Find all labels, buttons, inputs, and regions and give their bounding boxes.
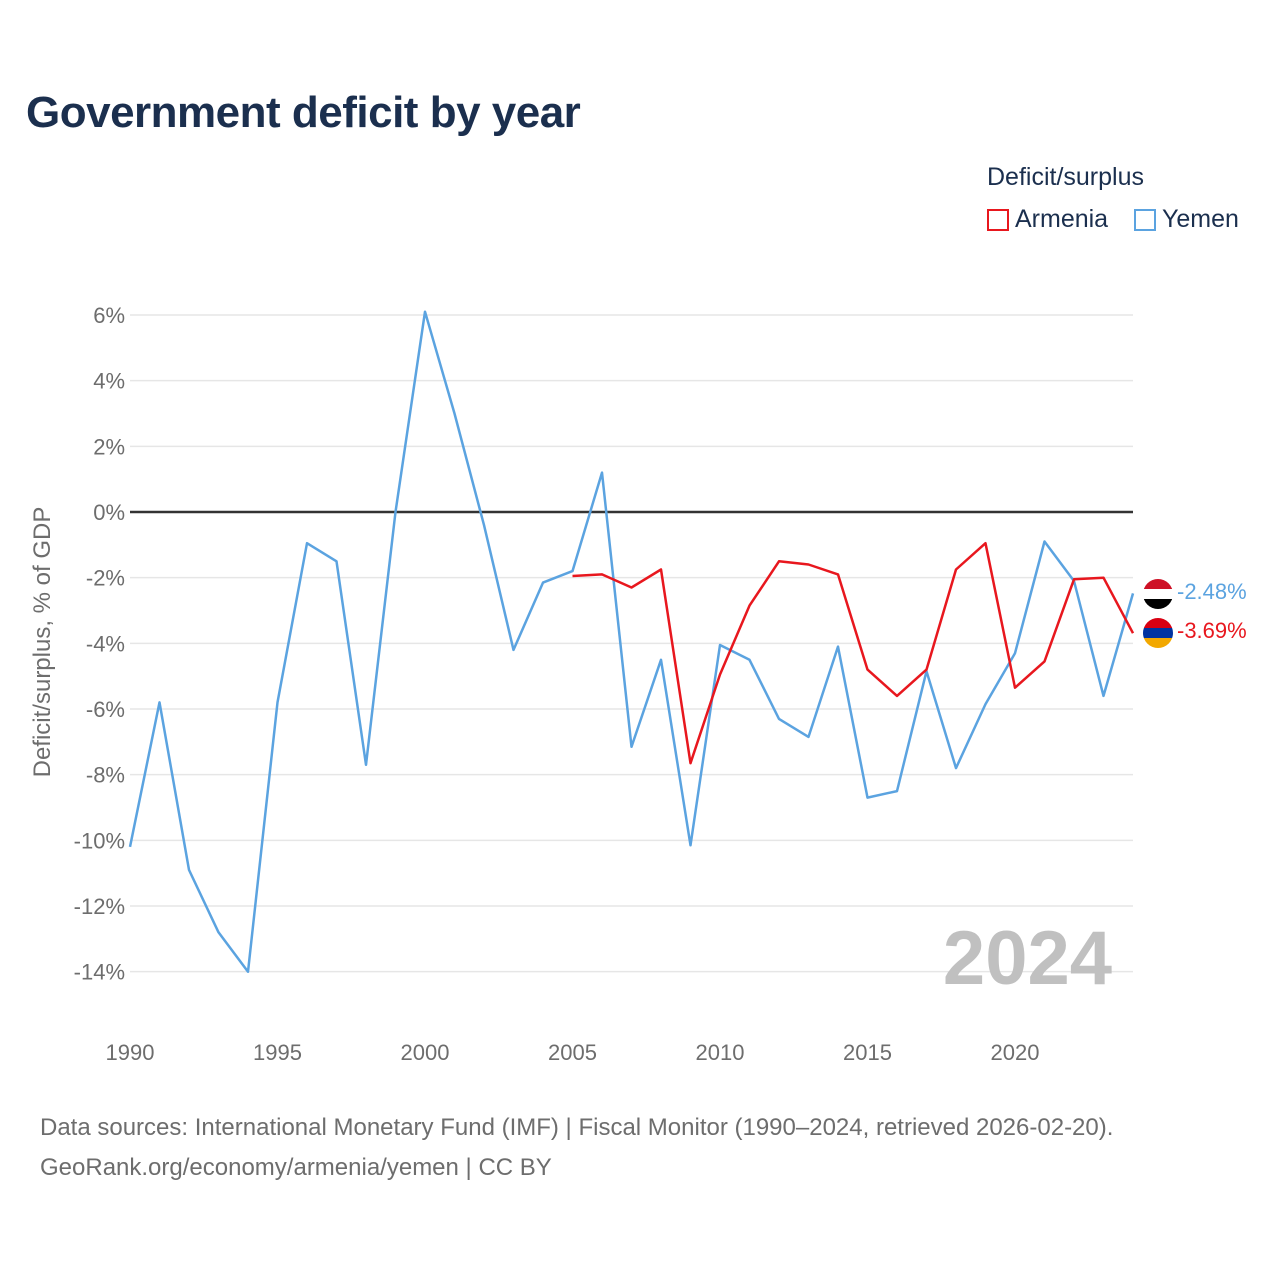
series-line-yemen xyxy=(128,310,1135,973)
data-point-armenia xyxy=(688,760,694,766)
data-point-yemen xyxy=(1130,590,1136,596)
data-point-armenia xyxy=(806,562,812,568)
data-point-armenia xyxy=(983,540,989,546)
data-point-yemen xyxy=(776,716,782,722)
data-point-yemen xyxy=(894,788,900,794)
data-point-yemen xyxy=(983,701,989,707)
data-point-armenia xyxy=(894,693,900,699)
armenia-flag-icon xyxy=(1143,618,1173,648)
data-point-yemen xyxy=(186,867,192,873)
end-markers: -2.48% -3.69% xyxy=(1143,579,1247,648)
y-tick-label: -6% xyxy=(86,697,125,722)
data-point-armenia xyxy=(629,585,635,591)
data-point-yemen xyxy=(422,309,428,315)
data-point-yemen xyxy=(452,411,458,417)
data-point-yemen xyxy=(216,929,222,935)
data-point-yemen xyxy=(865,795,871,801)
grid-lines xyxy=(130,314,1133,973)
y-tick-label: 6% xyxy=(93,303,125,328)
data-sources: Data sources: International Monetary Fun… xyxy=(40,1108,1113,1188)
data-point-yemen xyxy=(304,540,310,546)
data-point-armenia xyxy=(953,566,959,572)
y-tick-label: 4% xyxy=(93,369,125,394)
y-tick-label: -2% xyxy=(86,566,125,591)
armenia-end-label: -3.69% xyxy=(1177,618,1247,643)
legend-label-yemen: Yemen xyxy=(1162,205,1239,233)
data-point-yemen xyxy=(599,470,605,476)
data-point-yemen xyxy=(835,644,841,650)
x-axis-ticks: 1990 1995 2000 2005 2010 2015 2020 xyxy=(106,1040,1040,1065)
y-tick-label: -10% xyxy=(74,828,125,853)
data-point-yemen xyxy=(511,647,517,653)
data-point-armenia xyxy=(570,573,576,579)
x-tick-label: 2005 xyxy=(548,1040,597,1065)
year-watermark: 2024 xyxy=(943,916,1112,1001)
y-tick-label: -4% xyxy=(86,631,125,656)
data-point-yemen xyxy=(481,522,487,528)
x-tick-label: 2015 xyxy=(843,1040,892,1065)
data-point-armenia xyxy=(1101,575,1107,581)
data-point-yemen xyxy=(1101,693,1107,699)
legend-label-armenia: Armenia xyxy=(1015,205,1109,233)
data-point-yemen xyxy=(275,699,281,705)
y-tick-label: -8% xyxy=(86,763,125,788)
data-point-armenia xyxy=(865,667,871,673)
legend-title: Deficit/surplus xyxy=(987,163,1144,191)
data-point-yemen xyxy=(334,558,340,564)
x-tick-label: 1990 xyxy=(106,1040,155,1065)
data-point-yemen xyxy=(688,842,694,848)
data-point-yemen xyxy=(1012,650,1018,656)
data-point-armenia xyxy=(717,672,723,678)
data-point-armenia xyxy=(1071,576,1077,582)
legend-swatch-armenia xyxy=(987,208,1009,231)
sources-line-1: Data sources: International Monetary Fun… xyxy=(40,1114,1114,1141)
data-point-armenia xyxy=(658,566,664,572)
data-point-yemen xyxy=(157,699,163,705)
data-point-armenia xyxy=(1130,630,1136,636)
data-point-yemen xyxy=(953,765,959,771)
y-tick-label: -14% xyxy=(74,960,125,985)
x-tick-label: 1995 xyxy=(253,1040,302,1065)
data-point-armenia xyxy=(747,603,753,609)
data-point-yemen xyxy=(127,844,133,850)
data-point-armenia xyxy=(599,571,605,577)
page-title: Government deficit by year xyxy=(26,88,581,137)
data-point-yemen xyxy=(540,580,546,586)
legend-item-yemen[interactable]: Yemen xyxy=(1134,205,1239,234)
x-tick-label: 2000 xyxy=(401,1040,450,1065)
data-point-yemen xyxy=(747,657,753,663)
data-point-yemen xyxy=(717,642,723,648)
x-tick-label: 2020 xyxy=(991,1040,1040,1065)
yemen-end-label: -2.48% xyxy=(1177,579,1247,604)
series-line-armenia xyxy=(572,541,1135,765)
y-tick-label: -12% xyxy=(74,894,125,919)
data-point-yemen xyxy=(629,744,635,750)
y-axis-ticks: 6% 4% 2% 0% -2% -4% -6% -8% -10% -12% -14% xyxy=(74,303,125,985)
data-point-armenia xyxy=(835,571,841,577)
data-point-armenia xyxy=(776,558,782,564)
data-point-yemen xyxy=(658,657,664,663)
series-lines xyxy=(127,309,1136,975)
y-tick-label: 0% xyxy=(93,500,125,525)
y-axis-label: Deficit/surplus, % of GDP xyxy=(29,507,56,778)
yemen-flag-icon xyxy=(1143,579,1173,609)
sources-line-2: GeoRank.org/economy/armenia/yemen | CC B… xyxy=(40,1154,552,1181)
data-point-yemen xyxy=(245,969,251,975)
legend-item-armenia[interactable]: Armenia xyxy=(987,205,1108,234)
data-point-armenia xyxy=(1042,658,1048,664)
x-tick-label: 2010 xyxy=(696,1040,745,1065)
y-tick-label: 2% xyxy=(93,434,125,459)
data-point-yemen xyxy=(1042,539,1048,545)
data-point-armenia xyxy=(924,667,930,673)
data-point-yemen xyxy=(393,509,399,515)
data-point-yemen xyxy=(806,734,812,740)
legend-swatch-yemen xyxy=(1134,208,1156,231)
data-point-yemen xyxy=(363,762,369,768)
data-point-armenia xyxy=(1012,685,1018,691)
